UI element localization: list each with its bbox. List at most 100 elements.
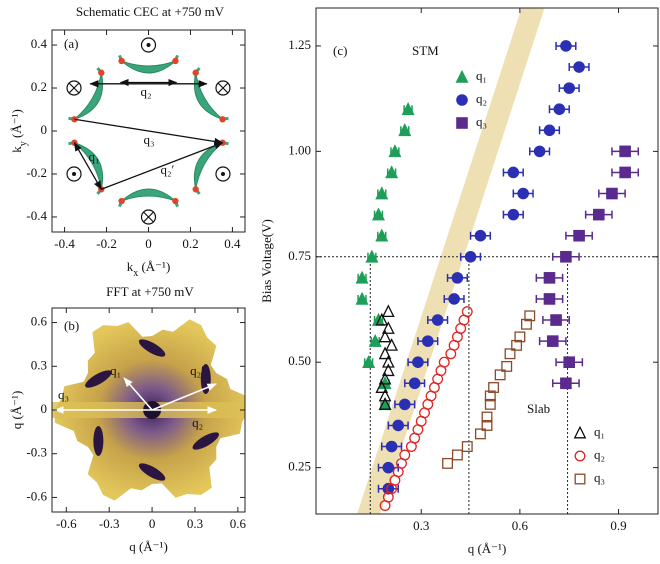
q-label: q₂′ bbox=[161, 162, 175, 177]
x-tick-label: 0 bbox=[149, 516, 156, 531]
cec-dot bbox=[219, 116, 225, 122]
legend-label: q₁ bbox=[476, 68, 487, 83]
point bbox=[453, 450, 463, 460]
spin-dot bbox=[147, 43, 151, 47]
cec-arc bbox=[194, 143, 222, 190]
x-tick-label: -0.6 bbox=[56, 516, 77, 531]
point bbox=[508, 167, 519, 178]
point bbox=[449, 293, 460, 304]
point bbox=[462, 307, 472, 317]
y-tick-label: -0.2 bbox=[26, 165, 47, 180]
point bbox=[383, 306, 394, 317]
point bbox=[452, 272, 463, 283]
point bbox=[383, 462, 394, 473]
point bbox=[544, 125, 555, 136]
y-tick-label: 1.25 bbox=[288, 37, 311, 52]
point bbox=[547, 336, 558, 347]
y-tick-label: 0.4 bbox=[31, 36, 48, 51]
y-tick-label: 0 bbox=[41, 401, 48, 416]
panel-label: (c) bbox=[333, 43, 347, 58]
q-label: q₃ bbox=[144, 132, 155, 147]
spin-cross bbox=[69, 83, 79, 93]
point bbox=[564, 83, 575, 94]
legend-label: q₂ bbox=[476, 91, 487, 106]
legend-label: q₃ bbox=[594, 470, 605, 485]
cec-dot bbox=[172, 58, 178, 64]
figure: Schematic CEC at +750 mV FFT at +750 mV … bbox=[0, 0, 660, 564]
q-label: q₂′ bbox=[190, 363, 204, 378]
cec-dot bbox=[192, 186, 198, 192]
cec-arc bbox=[122, 61, 176, 73]
y-tick-label: -0.3 bbox=[26, 445, 47, 460]
panel-label: (b) bbox=[64, 318, 79, 333]
y-tick-label: 0 bbox=[41, 122, 48, 137]
x-axis-label: kx (Å⁻¹) bbox=[127, 259, 171, 279]
q-label: q₂ bbox=[192, 415, 203, 430]
y-axis-label: q (Å⁻¹) bbox=[9, 391, 24, 430]
legend-marker bbox=[575, 474, 585, 484]
x-tick-label: 0.3 bbox=[187, 516, 203, 531]
legend-marker bbox=[575, 451, 585, 461]
point bbox=[620, 167, 631, 178]
point bbox=[518, 188, 529, 199]
point bbox=[439, 357, 449, 367]
x-tick-label: 0.6 bbox=[230, 516, 247, 531]
cec-dot bbox=[192, 70, 198, 76]
q-label: q₂ bbox=[141, 84, 152, 99]
fit-band bbox=[357, 8, 544, 514]
legend-label: q₃ bbox=[476, 114, 487, 129]
y-axis-label: Bias Voltage(V) bbox=[259, 219, 274, 303]
point bbox=[432, 315, 443, 326]
x-tick-label: 0.4 bbox=[224, 236, 241, 251]
y-tick-label: -0.6 bbox=[26, 488, 47, 503]
spin-dot bbox=[72, 172, 76, 176]
y-axis-label: ky (Å⁻¹) bbox=[9, 109, 29, 153]
y-tick-label: -0.4 bbox=[26, 208, 47, 223]
point bbox=[399, 399, 410, 410]
y-tick-label: 0.50 bbox=[288, 353, 311, 368]
point bbox=[475, 230, 486, 241]
legend-label: q₁ bbox=[594, 424, 605, 439]
y-tick-label: 0.3 bbox=[31, 357, 47, 372]
point bbox=[560, 251, 571, 262]
x-tick-label: -0.2 bbox=[96, 236, 117, 251]
point bbox=[534, 146, 545, 157]
point bbox=[560, 40, 571, 51]
point bbox=[560, 378, 571, 389]
legend-marker bbox=[457, 118, 468, 129]
x-tick-label: 0.2 bbox=[182, 236, 198, 251]
x-tick-label: 0.9 bbox=[610, 518, 626, 533]
cec-dot bbox=[118, 198, 124, 204]
point bbox=[606, 188, 617, 199]
y-tick-label: 0.25 bbox=[288, 459, 311, 474]
spin-dot bbox=[221, 172, 225, 176]
point bbox=[593, 209, 604, 220]
x-tick-label: 0.3 bbox=[413, 518, 429, 533]
point bbox=[564, 357, 575, 368]
point bbox=[620, 146, 631, 157]
x-tick-label: 0 bbox=[145, 236, 152, 251]
fft-spot bbox=[93, 426, 103, 456]
y-tick-label: 1.00 bbox=[288, 142, 311, 157]
y-tick-label: 0.6 bbox=[31, 314, 48, 329]
point bbox=[574, 62, 585, 73]
point bbox=[422, 336, 433, 347]
cec-dot bbox=[172, 198, 178, 204]
panel-label: (a) bbox=[64, 36, 78, 51]
x-tick-label: 0.6 bbox=[512, 518, 529, 533]
point bbox=[551, 315, 562, 326]
point bbox=[400, 450, 410, 460]
point bbox=[462, 442, 472, 452]
point bbox=[554, 104, 565, 115]
point bbox=[544, 293, 555, 304]
cec-dot bbox=[98, 70, 104, 76]
y-tick-label: 0.2 bbox=[31, 79, 47, 94]
spin-cross bbox=[144, 212, 154, 222]
y-tick-label: 0.75 bbox=[288, 248, 311, 263]
panel-a-title: Schematic CEC at +750 mV bbox=[76, 4, 225, 19]
panel-b-title: FFT at +750 mV bbox=[106, 284, 194, 299]
legend-group-title: Slab bbox=[527, 401, 550, 416]
point bbox=[508, 209, 519, 220]
point bbox=[465, 251, 476, 262]
q-label: q₃ bbox=[58, 387, 69, 402]
